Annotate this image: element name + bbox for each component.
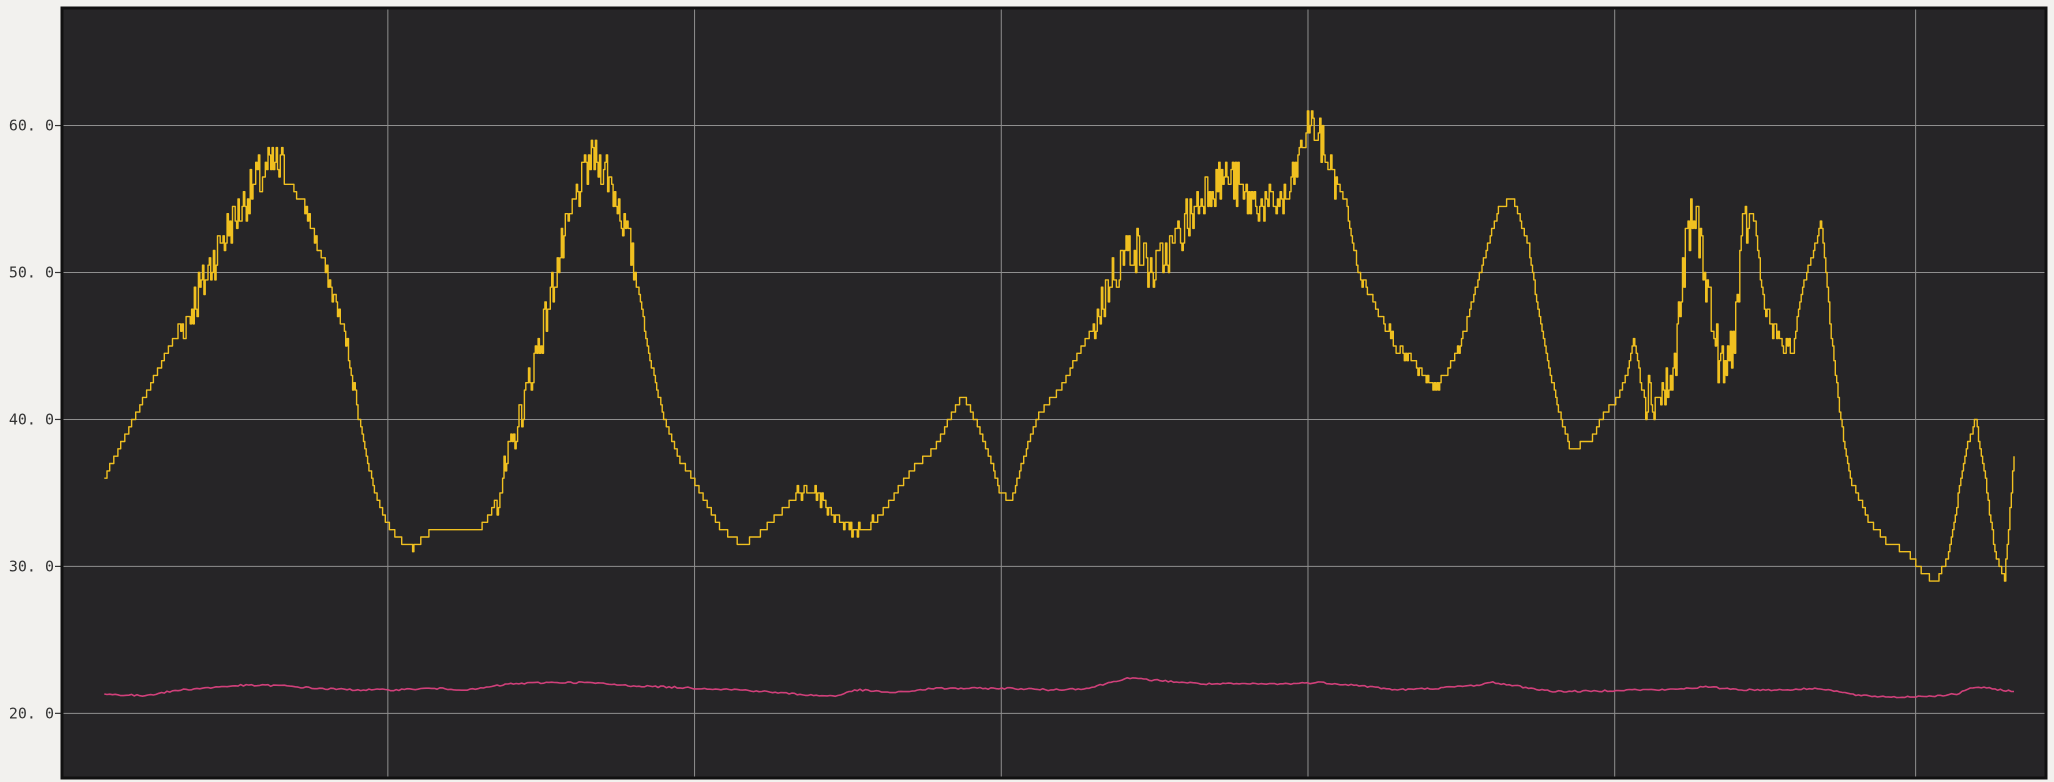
tick-label-y-60: 60. 0 — [9, 117, 54, 135]
plot-frame — [60, 6, 2048, 780]
tick-label-y-30: 30. 0 — [9, 557, 54, 575]
series-1-line — [104, 110, 2015, 582]
series-2 — [104, 677, 2014, 699]
tick-label-y-50: 50. 0 — [9, 264, 54, 282]
gridlines — [62, 8, 2046, 778]
series-2-line — [104, 677, 2014, 699]
series-layer — [104, 110, 2015, 699]
tick-label-y-20: 20. 0 — [9, 704, 54, 722]
series-1 — [104, 110, 2015, 582]
plot-background — [62, 8, 2046, 778]
tick-label-y-40: 40. 0 — [9, 410, 54, 428]
